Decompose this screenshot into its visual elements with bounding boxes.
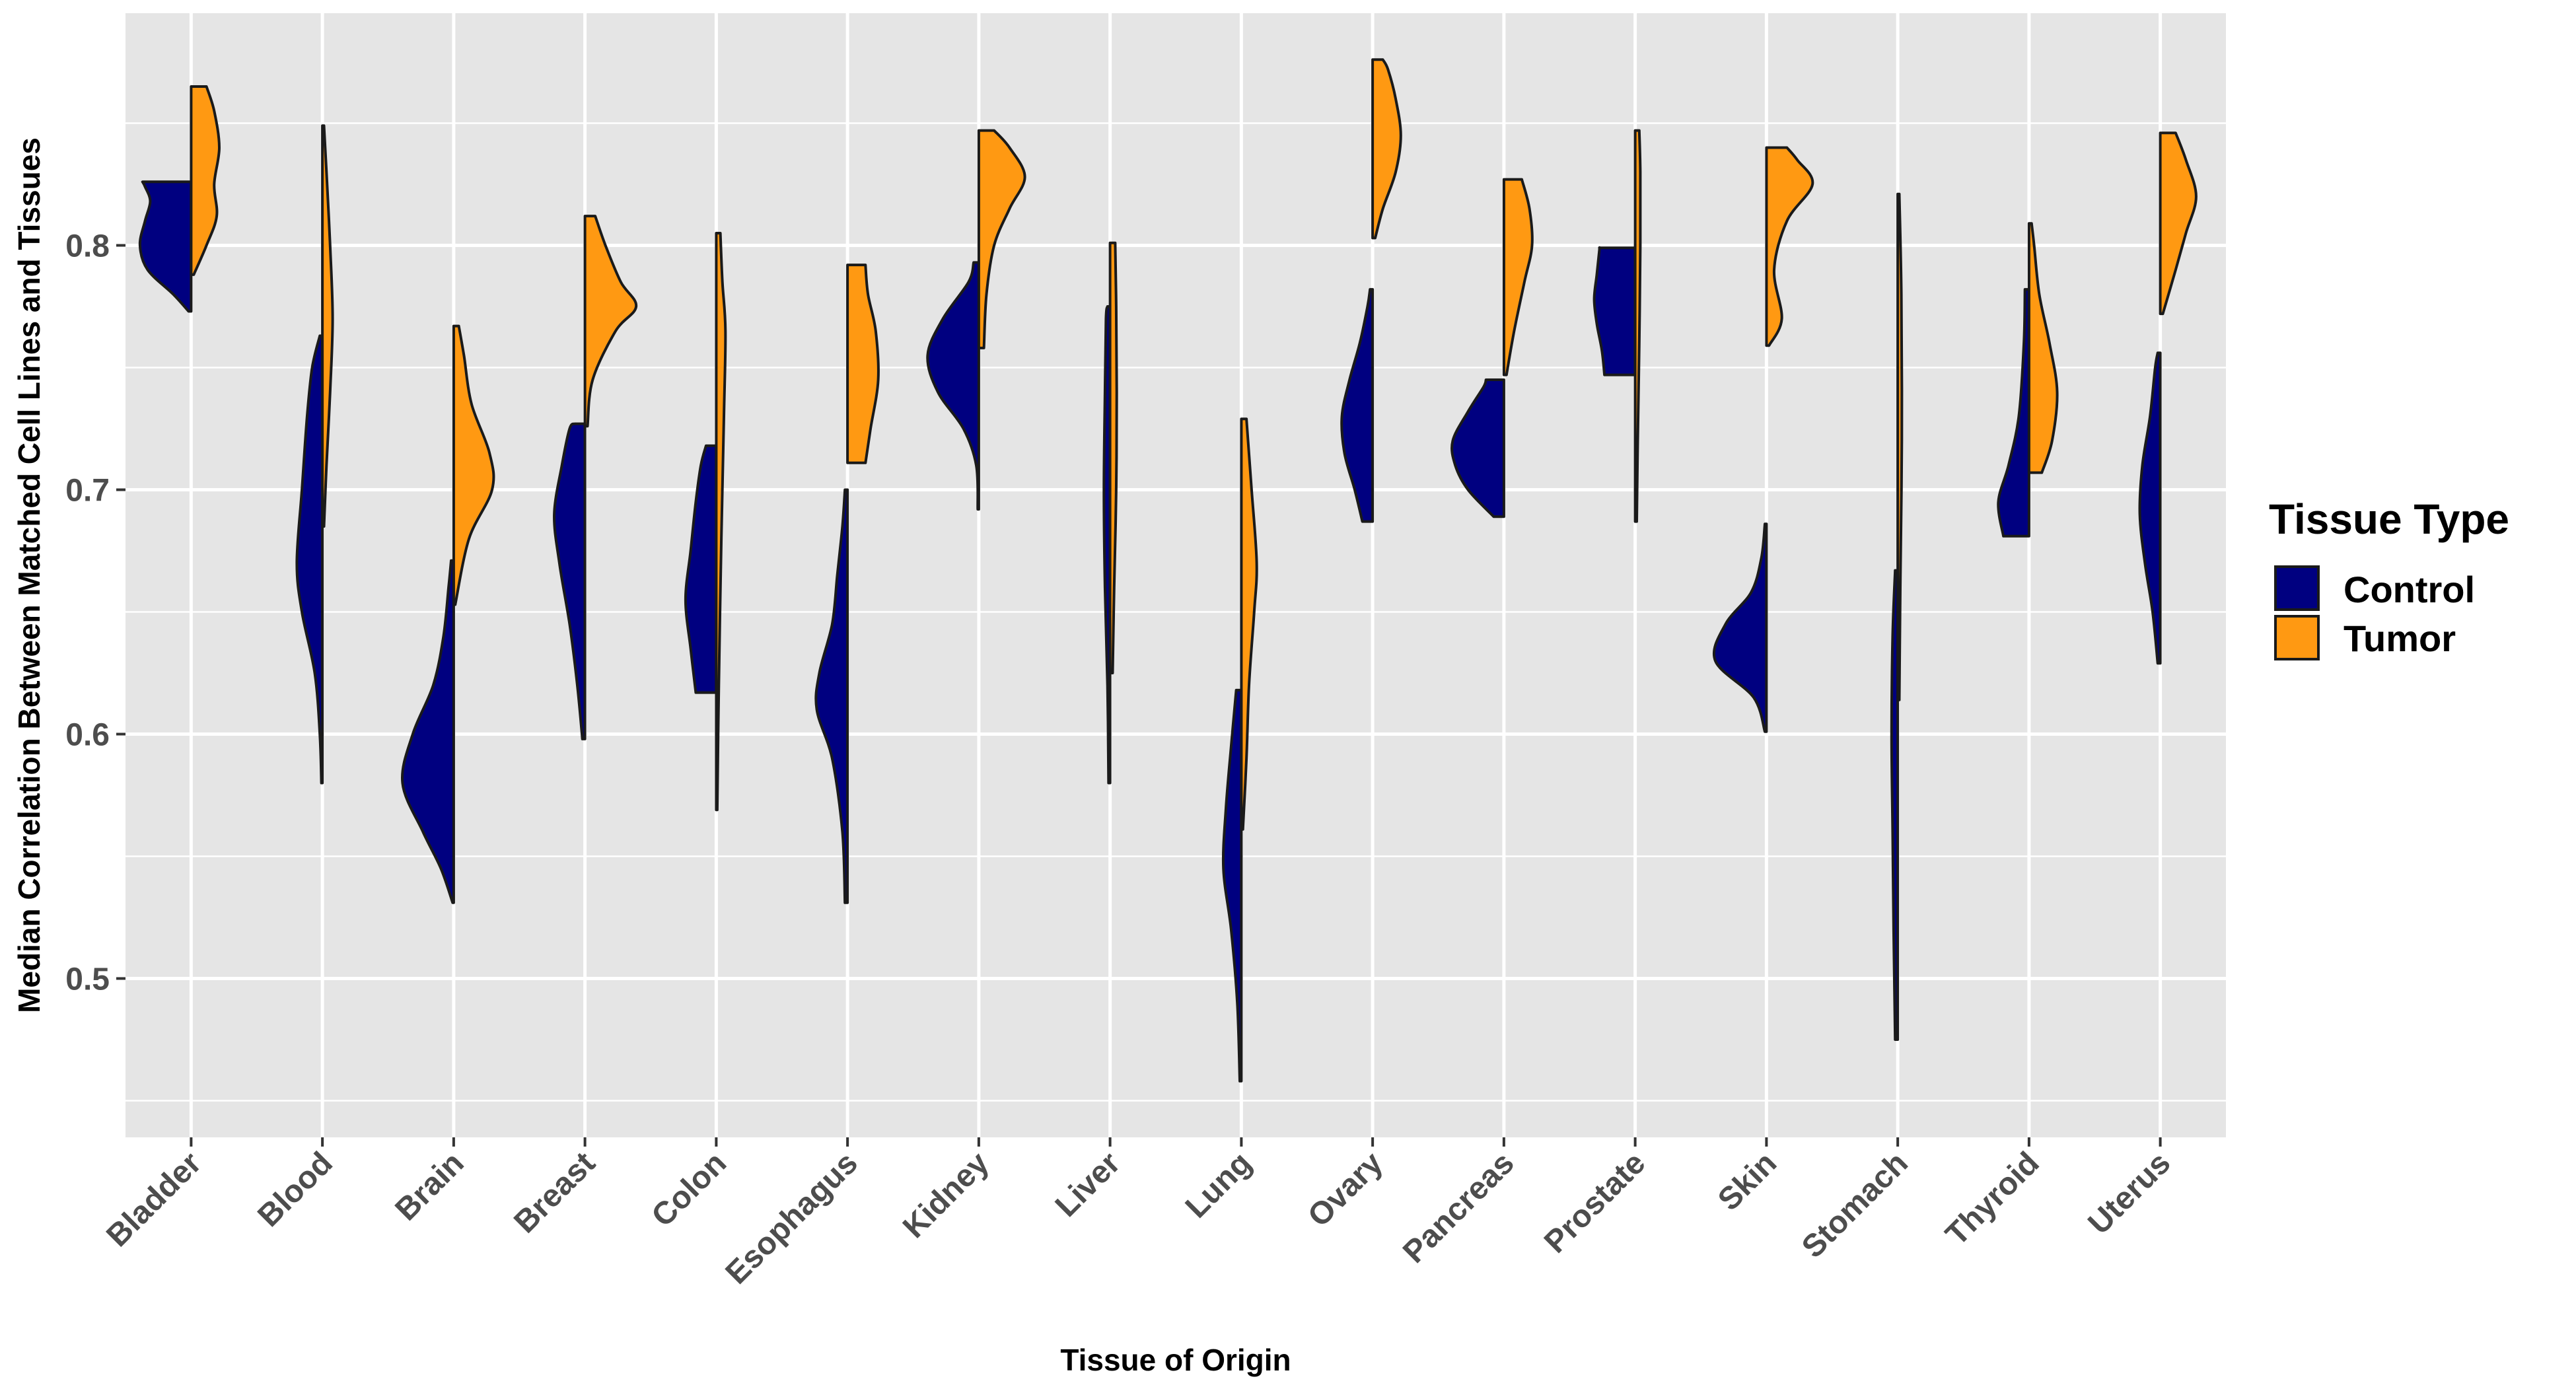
violin-tumor-brain [452,324,495,606]
x-axis-title: Tissue of Origin [1060,1343,1291,1377]
violin-tumor-liver [1108,241,1118,674]
x-tick-label-thyroid: Thyroid [1939,1145,2046,1252]
y-tick-label: 0.7 [65,474,110,509]
violin-control-uterus [2138,351,2162,665]
x-tick-label-bladder: Bladder [100,1145,208,1254]
x-tick-label-liver: Liver [1049,1145,1127,1224]
y-tick-label: 0.6 [65,718,110,753]
violin-tumor-skin [1765,146,1814,347]
violin-tumor-ovary [1371,58,1402,240]
x-tick-label-colon: Colon [645,1145,734,1234]
x-tick-label-uterus: Uterus [2081,1145,2177,1241]
violin-control-liver [1102,305,1112,785]
violin-control-breast [553,422,587,740]
violin-control-thyroid [1997,288,2030,538]
x-tick-label-stomach: Stomach [1795,1145,1915,1265]
violin-tumor-stomach [1896,192,1904,701]
violin-control-pancreas [1450,378,1505,518]
violin-tumor-uterus [2159,131,2198,316]
x-tick-label-kidney: Kidney [896,1145,996,1245]
violin-tumor-colon [715,232,727,812]
x-tick-label-breast: Breast [507,1145,602,1240]
violin-control-ovary [1340,288,1375,523]
violin-control-brain [400,559,455,904]
x-tick-label-brain: Brain [388,1145,470,1227]
violin-tumor-blood [321,124,334,528]
legend-key-tumor [2274,615,2320,660]
violin-control-prostate [1592,246,1637,376]
x-tick-label-blood: Blood [251,1145,340,1234]
violin-layer [138,58,2198,1083]
violin-tumor-bladder [190,85,221,276]
y-tick-label: 0.5 [65,962,110,997]
y-axis-title: Median Correlation Between Matched Cell … [12,137,46,1013]
violin-tumor-prostate [1633,129,1642,523]
violin-control-stomach [1890,569,1900,1041]
violin-control-skin [1713,522,1768,733]
violin-tumor-thyroid [2027,222,2059,474]
x-tick-label-lung: Lung [1179,1145,1258,1225]
violin-tumor-esophagus [846,264,880,464]
violin-tumor-kidney [977,129,1026,349]
violin-control-esophagus [814,488,849,904]
y-axis: 0.5 0.6 0.7 0.8 [65,229,125,997]
violin-control-bladder [138,180,193,313]
violin-control-lung [1221,688,1243,1083]
legend-label-tumor: Tumor [2343,618,2456,659]
violin-control-kidney [926,261,980,511]
x-tick-label-pancreas: Pancreas [1396,1145,1521,1269]
violin-tumor-lung [1240,417,1258,831]
violin-tumor-breast [583,215,638,428]
legend-title: Tissue Type [2269,495,2509,543]
y-tick-label: 0.8 [65,229,110,264]
x-tick-label-prostate: Prostate [1538,1145,1652,1260]
x-tick-label-skin: Skin [1711,1145,1783,1217]
violin-tumor-pancreas [1502,178,1534,376]
legend-label-control: Control [2343,569,2475,610]
plot-panel [125,13,2226,1137]
legend-key-control [2274,565,2320,611]
violin-control-blood [295,334,324,785]
x-tick-label-ovary: Ovary [1301,1145,1390,1234]
violin-control-colon [684,444,718,694]
x-tick-label-esophagus: Esophagus [719,1145,864,1291]
legend: Tissue Type Control Tumor [2269,495,2509,660]
